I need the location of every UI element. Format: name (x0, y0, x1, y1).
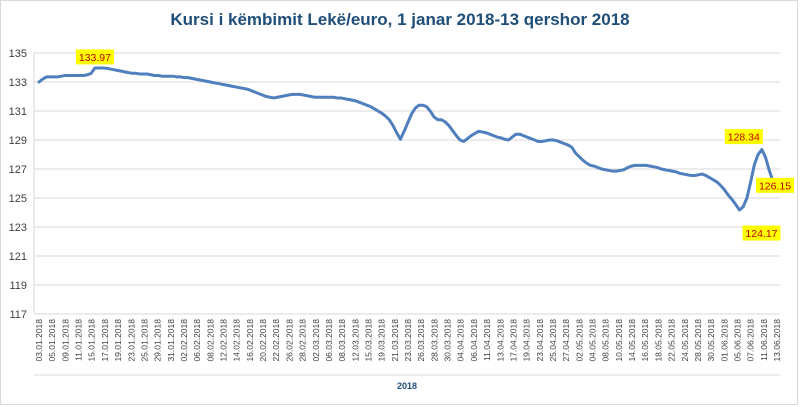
x-tick-label: 14.02.2018 (232, 319, 242, 362)
x-tick-label: 17.04.2018 (508, 319, 518, 362)
x-tick-label: 13.04.2018 (495, 319, 505, 362)
x-axis-ticks: 03.01.2018 05.01.2018 09.01.2018 11.01.2018… (34, 319, 782, 376)
x-tick-label: 12.03.2018 (350, 319, 360, 362)
x-tick-label: 06.03.2018 (324, 319, 334, 362)
x-tick-label: 02.03.2018 (311, 319, 321, 362)
x-tick-label: 11.06.2018 (759, 319, 769, 361)
x-tick-label: 08.02.2018 (205, 319, 215, 362)
x-tick-label: 11.01.2018 (74, 319, 84, 361)
x-tick-label: 05.01.2018 (47, 319, 57, 362)
x-tick-label: 10.05.2018 (614, 319, 624, 362)
callout-label: 126.15 (759, 180, 791, 192)
x-tick-label: 19.04.2018 (522, 319, 532, 362)
callout-label: 128.34 (728, 132, 760, 144)
x-tick-label: 21.03.2018 (390, 319, 400, 362)
y-tick-label: 121 (9, 251, 27, 263)
x-tick-label: 30.03.2018 (443, 319, 453, 362)
callout-label: 133.97 (79, 52, 111, 64)
chart-title: Kursi i këmbimit Lekë/euro, 1 janar 2018… (170, 10, 630, 29)
x-tick-label: 22.02.2018 (271, 319, 281, 362)
x-tick-label: 25.01.2018 (139, 319, 149, 362)
x-tick-label: 23.01.2018 (126, 319, 136, 362)
x-tick-label: 31.01.2018 (166, 319, 176, 362)
x-tick-label: 15.01.2018 (87, 319, 97, 362)
data-callouts: 133.97 128.34 124.17 126.15 (75, 49, 794, 241)
callout-box (742, 225, 781, 241)
y-tick-label: 135 (9, 48, 27, 60)
x-tick-label: 23.04.2018 (535, 319, 545, 362)
x-tick-label: 26.03.2018 (416, 319, 426, 362)
x-tick-label: 25.04.2018 (548, 319, 558, 362)
x-tick-label: 24.05.2018 (680, 319, 690, 362)
x-tick-label: 04.04.2018 (456, 319, 466, 362)
x-tick-label: 07.06.2018 (746, 319, 756, 362)
gridlines (33, 52, 780, 315)
callout-box (724, 129, 763, 145)
x-tick-label: 02.05.2018 (574, 319, 584, 362)
x-tick-label: 01.06.2018 (719, 319, 729, 362)
x-tick-label: 26.02.2018 (284, 319, 294, 362)
x-tick-label: 27.04.2018 (561, 319, 571, 362)
x-tick-label: 19.01.2018 (113, 319, 123, 362)
x-tick-label: 30.05.2018 (706, 319, 716, 362)
y-tick-label: 131 (9, 106, 27, 118)
x-tick-label: 28.05.2018 (693, 319, 703, 362)
x-tick-label: 29.01.2018 (153, 319, 163, 362)
y-tick-label: 127 (9, 164, 27, 176)
x-tick-label: 16.02.2018 (245, 319, 255, 362)
y-tick-label: 123 (9, 222, 27, 234)
x-group-label: 2018 (397, 381, 417, 391)
x-tick-label: 04.05.2018 (588, 319, 598, 362)
x-tick-label: 23.03.2018 (403, 319, 413, 362)
y-axis-ticks: 117 119 121 123 125 127 129 131 133 135 (9, 48, 27, 321)
series-layer (37, 66, 775, 212)
y-tick-label: 117 (9, 309, 27, 321)
callout-box (75, 49, 114, 65)
x-tick-label: 13.06.2018 (772, 319, 782, 362)
x-tick-label: 12.02.2018 (219, 319, 229, 362)
x-tick-label: 20.02.2018 (258, 319, 268, 362)
x-tick-label: 06.02.2018 (192, 319, 202, 362)
series-line (37, 66, 775, 212)
y-tick-label: 125 (9, 193, 27, 205)
y-tick-label: 129 (9, 135, 27, 147)
x-tick-label: 15.03.2018 (363, 319, 373, 362)
x-tick-label: 11.04.2018 (482, 319, 492, 361)
callout-box (756, 177, 794, 193)
y-tick-label: 119 (9, 280, 27, 292)
x-tick-label: 18.05.2018 (653, 319, 663, 362)
x-tick-label: 14.05.2018 (627, 319, 637, 362)
x-tick-label: 16.05.2018 (640, 319, 650, 362)
callout-label: 124.17 (745, 228, 777, 240)
x-tick-label: 17.01.2018 (100, 319, 110, 362)
y-tick-label: 133 (9, 77, 27, 89)
x-tick-label: 09.01.2018 (60, 319, 70, 362)
x-tick-label: 19.03.2018 (377, 319, 387, 362)
x-tick-label: 08.05.2018 (601, 319, 611, 362)
x-tick-label: 22.05.2018 (667, 319, 677, 362)
x-tick-label: 08.03.2018 (337, 319, 347, 362)
x-tick-label: 02.02.2018 (179, 319, 189, 362)
x-tick-label: 03.01.2018 (34, 319, 44, 362)
x-tick-label: 28.03.2018 (429, 319, 439, 362)
x-tick-label: 28.02.2018 (298, 319, 308, 362)
x-tick-label: 06.04.2018 (469, 319, 479, 362)
x-tick-label: 05.06.2018 (732, 319, 742, 362)
